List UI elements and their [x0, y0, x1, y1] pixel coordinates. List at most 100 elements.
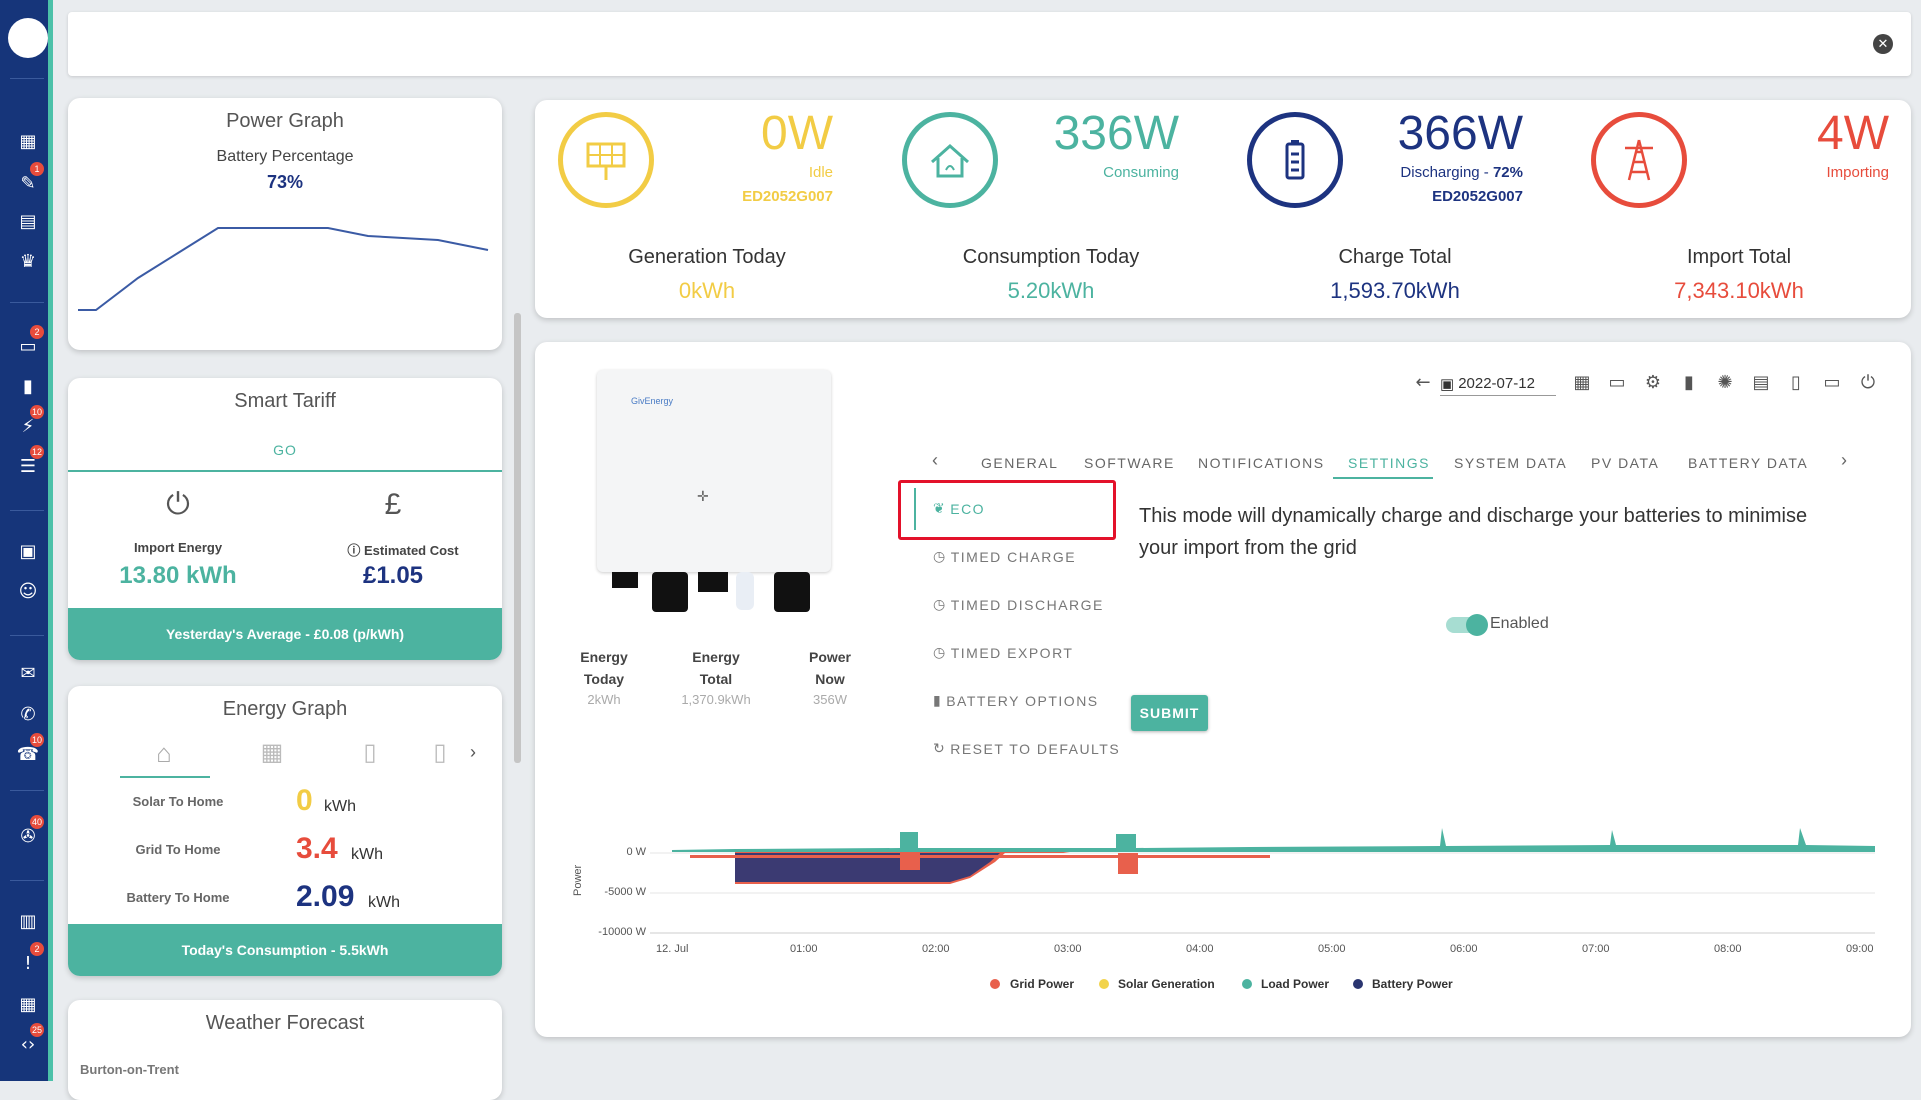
x-tick: 08:00 [1714, 943, 1742, 955]
clipboard-icon[interactable]: ▤ [1752, 372, 1770, 393]
menu-eco[interactable]: ❦ ECO [933, 500, 986, 517]
report-icon[interactable]: ▣ [19, 540, 37, 562]
charge-total-label: Charge Total [1338, 246, 1452, 268]
legend-load-power[interactable]: Load Power [1261, 977, 1330, 991]
menu-timed-charge[interactable]: ◷ TIMED CHARGE [933, 548, 1077, 565]
import-total-value: 7,343.10kWh [1674, 278, 1804, 303]
x-tick: 03:00 [1054, 943, 1082, 955]
x-tick: 05:00 [1318, 943, 1346, 955]
home-status: Consuming [1103, 164, 1179, 181]
notification-badge: 40 [30, 815, 44, 829]
code-icon[interactable]: ‹› [20, 1033, 36, 1055]
tab-notifications[interactable]: NOTIFICATIONS [1198, 455, 1325, 471]
toggle-label: Enabled [1490, 615, 1549, 632]
book-icon[interactable]: ▥ [19, 910, 37, 932]
monitor-icon[interactable]: ▭ [1608, 372, 1626, 393]
solar-to-home-label: Solar To Home [132, 794, 224, 809]
weather-location: Burton-on-Trent [80, 1062, 179, 1077]
monitor-icon[interactable]: ▭ [19, 335, 37, 357]
battery-icon[interactable]: ▯ [363, 739, 377, 766]
charge-icon[interactable]: ⚡ [21, 415, 35, 437]
energy-graph-card: Energy Graph ⌂ ▦ ▯ ▯ › Solar To Home 0 k… [68, 686, 502, 976]
notification-badge: 12 [30, 445, 44, 459]
feedback-icon[interactable]: ✆ [20, 703, 36, 725]
chevron-right-icon[interactable]: › [1841, 450, 1847, 470]
close-icon[interactable]: ✕ [1873, 34, 1893, 54]
x-axis: 12. Jul 01:00 02:00 03:00 04:00 05:00 06… [652, 943, 1892, 959]
charge-total-value: 1,593.70kWh [1330, 278, 1460, 303]
power-chart [650, 828, 1875, 934]
x-tick: 07:00 [1582, 943, 1610, 955]
list-icon[interactable]: ☰ [19, 455, 37, 477]
legend-battery-power[interactable]: Battery Power [1372, 977, 1453, 991]
power-icon[interactable]: ⏻ [1860, 372, 1876, 393]
alert-icon[interactable]: ! [24, 952, 32, 974]
battery-line-chart [78, 227, 489, 311]
enabled-toggle[interactable] [1446, 614, 1488, 636]
x-tick: 04:00 [1186, 943, 1214, 955]
menu-battery-options[interactable]: ▮ BATTERY OPTIONS [933, 692, 1099, 709]
x-tick: 06:00 [1450, 943, 1478, 955]
solar-power-value: 0W [761, 107, 833, 160]
battery-icon[interactable]: ▯ [433, 739, 447, 766]
submit-button[interactable]: SUBMIT [1131, 695, 1208, 731]
menu-timed-discharge[interactable]: ◷ TIMED DISCHARGE [933, 596, 1104, 613]
weather-card: Weather Forecast Burton-on-Trent [68, 1000, 502, 1100]
grid-view-icon[interactable]: ▦ [1573, 372, 1591, 393]
y-tick: 0 W [626, 846, 646, 858]
consumption-today-value: 5.20kWh [1007, 278, 1095, 303]
import-energy-label: Import Energy [133, 540, 223, 555]
battery-icon[interactable]: ▮ [1684, 372, 1694, 393]
pound-bulb-icon: £ [384, 488, 402, 521]
chat-icon[interactable]: ✉ [20, 662, 36, 684]
x-tick: 01:00 [790, 943, 818, 955]
solar-to-home-value: 0 [296, 784, 313, 817]
battery-icon: ▮ [933, 692, 943, 708]
display-icon[interactable]: ▭ [1823, 372, 1841, 393]
tab-general[interactable]: GENERAL [981, 455, 1059, 471]
edit-icon[interactable]: ✎ [20, 172, 36, 194]
menu-timed-export[interactable]: ◷ TIMED EXPORT [933, 644, 1074, 661]
card-title: Power Graph [226, 110, 344, 132]
table-icon[interactable]: ▦ [19, 993, 37, 1015]
grid-icon[interactable]: ▤ [19, 210, 37, 232]
battery-icon [1247, 112, 1343, 208]
arrow-left-icon[interactable]: ← [1415, 372, 1431, 393]
user-settings-icon[interactable]: ☺ [18, 580, 38, 602]
card-subtitle: Battery Percentage [216, 148, 354, 165]
generation-today-label: Generation Today [628, 246, 786, 268]
legend-solar-generation[interactable]: Solar Generation [1118, 977, 1215, 991]
menu-reset-defaults[interactable]: ↻ RESET TO DEFAULTS [933, 740, 1121, 757]
tab-pv-data[interactable]: PV DATA [1591, 455, 1660, 471]
file-icon[interactable]: ▯ [1791, 372, 1801, 393]
date-picker[interactable]: ▣ 2022-07-12 [1440, 372, 1556, 396]
chevron-left-icon[interactable]: ‹ [932, 450, 938, 470]
tab-settings[interactable]: SETTINGS [1348, 455, 1431, 471]
battery-icon[interactable]: ▮ [23, 375, 33, 397]
tariff-footer: Yesterday's Average - £0.08 (p/kWh) [68, 608, 502, 660]
tab-system-data[interactable]: SYSTEM DATA [1454, 455, 1568, 471]
tab-software[interactable]: SOFTWARE [1084, 455, 1175, 471]
dashboard-icon[interactable]: ▦ [19, 130, 37, 152]
crown-icon[interactable]: ♛ [19, 250, 37, 272]
card-title: Smart Tariff [234, 390, 336, 412]
clock-icon: ◷ [933, 596, 947, 612]
tab-battery-data[interactable]: BATTERY DATA [1688, 455, 1809, 471]
wrench-icon[interactable]: ✇ [20, 825, 36, 847]
battery-percent: 72% [1492, 164, 1523, 181]
gear-icon[interactable]: ⚙ [1644, 372, 1662, 393]
legend-swatch [1353, 979, 1363, 989]
scrollbar[interactable] [514, 313, 521, 763]
support-icon[interactable]: ☎ [16, 743, 40, 765]
solar-panel-icon[interactable]: ▦ [260, 739, 284, 766]
avatar[interactable] [8, 18, 48, 58]
solar-panel-icon [558, 112, 654, 208]
bug-icon[interactable]: ✺ [1717, 372, 1733, 393]
top-search-bar[interactable]: ✕ [68, 12, 1911, 76]
info-icon[interactable]: ⓘ [347, 543, 364, 558]
battery-serial: ED2052G007 [1432, 188, 1523, 205]
chevron-right-icon[interactable]: › [470, 742, 476, 762]
home-icon[interactable]: ⌂ [156, 738, 172, 768]
notification-badge: 1 [30, 162, 44, 176]
legend-grid-power[interactable]: Grid Power [1010, 977, 1075, 991]
